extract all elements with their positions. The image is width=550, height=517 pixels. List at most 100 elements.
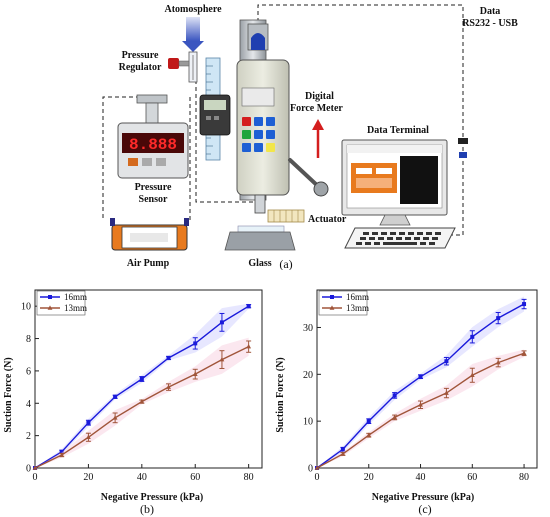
sensor-stem: [145, 102, 159, 124]
panel-label-a: (a): [279, 257, 292, 270]
atmosphere-arrow: [186, 17, 200, 41]
chart-b-series-13mm-point: [219, 356, 225, 362]
chart-c-series-13mm-point: [340, 451, 346, 456]
chart-c-series-16mm-point: [392, 393, 397, 398]
chart-b-series-16mm-point: [139, 377, 144, 381]
chart-c-legend-box: [318, 290, 368, 316]
chart-b-series-13mm-point: [166, 384, 171, 389]
chart-b-series-16mm-point: [59, 449, 64, 454]
chart-c-xlabel: Negative Pressure (kPa): [372, 492, 474, 503]
actuator-label: Actuator: [308, 214, 347, 225]
force-meter-keypad: [242, 117, 275, 152]
chart-c-series-13mm-legend-label: 13mm: [346, 303, 369, 313]
chart-b-series-13mm-legend-marker: [47, 305, 53, 310]
chart-c-x-tick-label: 0: [315, 472, 320, 483]
chart-b-x-tick-label: 40: [137, 472, 147, 483]
monitor-app-field: [376, 168, 392, 174]
lever-knob: [313, 181, 329, 197]
chart-c-plot-area: [316, 289, 538, 469]
data-label-2: RS232 - USB: [462, 18, 518, 29]
atmosphere-arrow-head: [182, 41, 204, 52]
chart-b-series-16mm-point: [166, 355, 171, 360]
chart-b-panel-label: (b): [140, 502, 154, 516]
chart-c-x-tick-label: 80: [519, 472, 529, 483]
chart-b-y-tick-label: 8: [26, 334, 31, 345]
chart-b-series-16mm-point: [219, 320, 224, 325]
chart-b-x-tick-label: 80: [244, 472, 254, 483]
chart-b-series-13mm-point: [86, 434, 91, 440]
chart-c-y-tick-label: 0: [308, 464, 313, 475]
monitor-app-field: [356, 178, 392, 188]
chart-b-axes-frame: [34, 289, 263, 469]
chart-b-ylabel: Suction Force (N): [3, 357, 14, 432]
red-up-arrow-head: [312, 119, 324, 130]
chart-b-y-tick-label: 0: [26, 464, 31, 475]
air-pump-display: [130, 233, 168, 242]
chart-b-x-tick-label: 20: [83, 472, 93, 483]
chart-b-series-16mm-legend-label: 16mm: [64, 292, 87, 302]
digital-force-meter-label-1: Digital: [305, 91, 334, 102]
air-pump-inlet: [110, 218, 115, 226]
glass-label: Glass: [248, 258, 271, 269]
actuator-ridges: [273, 210, 299, 222]
chart-c-series-16mm-legend-label: 16mm: [346, 292, 369, 302]
usb-connector-icon: [458, 138, 468, 144]
chart-b-series-13mm-point: [192, 371, 198, 376]
chart-b-series-13mm-point: [112, 415, 118, 420]
chart-c-series-13mm-legend-marker: [329, 305, 335, 310]
sensor-button: [128, 158, 138, 166]
chart-b-series-16mm-point: [86, 420, 91, 425]
chart-b-x-tick-label: 60: [190, 472, 200, 483]
chart-c-y-tick-label: 10: [303, 417, 313, 428]
chart-b-series-16mm-point: [246, 304, 251, 309]
chart-b-x-tick-label: 0: [33, 472, 38, 483]
chart-c-series-13mm-point: [469, 372, 475, 378]
chart-b-series-16mm-error-band: [35, 303, 249, 468]
monitor-app-field: [356, 168, 372, 174]
air-tube-pump-to-regulator: [102, 96, 150, 218]
atmosphere-label: Atomosphere: [164, 4, 222, 15]
chart-c-series-13mm-point: [314, 465, 320, 470]
chart-c-y-tick-label: 30: [303, 323, 313, 334]
pressure-regulator-label-1: Pressure: [122, 50, 159, 61]
chart-b-y-tick-label: 2: [26, 431, 31, 442]
suction-holder: [254, 194, 266, 214]
chart-c-series-16mm-point: [496, 316, 501, 321]
air-tube-regulator: [195, 80, 260, 203]
chart-b-y-tick-label: 10: [21, 302, 31, 313]
chart-c-x-tick-label: 60: [467, 472, 477, 483]
usb-connector-icon-2: [459, 152, 467, 158]
force-meter-screen: [241, 87, 275, 107]
chart-c-series-16mm-point: [366, 419, 371, 424]
chart-b-series-13mm-legend-label: 13mm: [64, 303, 87, 313]
chart-c-y-tick-label: 20: [303, 370, 313, 381]
pressure-sensor-display: [122, 133, 184, 153]
monitor-stand: [379, 214, 411, 226]
chart-c-x-tick-label: 20: [364, 472, 374, 483]
chart-c-series-13mm-point: [392, 414, 398, 420]
chart-b-series-13mm-point: [139, 399, 145, 404]
force-meter-body: [236, 59, 290, 196]
chart-b-series-13mm-point: [246, 344, 252, 349]
lever-handle: [288, 158, 322, 190]
chart-b-y-tick-label: 4: [26, 399, 31, 410]
chart-b-series-13mm-point: [32, 465, 38, 470]
handheld-gauge-button: [206, 116, 211, 120]
handheld-gauge-screen: [204, 100, 226, 110]
air-pump-label: Air Pump: [127, 258, 170, 269]
glass-plate: [237, 225, 285, 233]
regulator-knob-icon: [168, 58, 179, 69]
stand-base: [224, 231, 296, 251]
chart-c-series-13mm-point: [366, 432, 372, 438]
sensor-fitting: [136, 94, 168, 104]
pressure-sensor-reading: 8.888: [129, 136, 177, 154]
monitor-titlebar: [347, 145, 442, 153]
chart-b-xlabel: Negative Pressure (kPa): [101, 492, 203, 503]
chart-c-series-16mm-point: [418, 374, 423, 379]
pressure-sensor-label-2: Sensor: [139, 194, 168, 205]
chart-b-series-16mm-point: [193, 341, 198, 346]
